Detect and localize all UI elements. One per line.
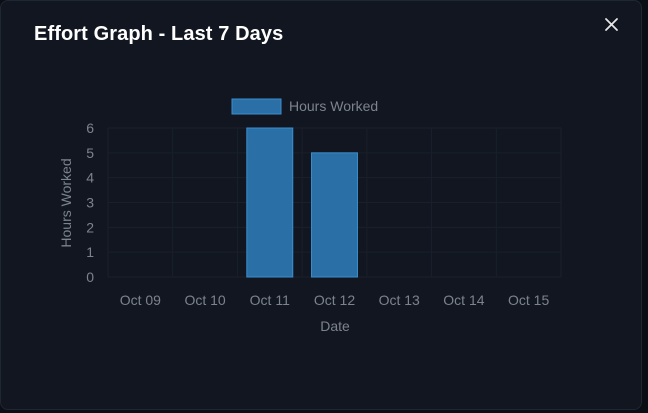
x-tick-label: Oct 11 (250, 292, 290, 308)
legend-label: Hours Worked (289, 98, 378, 114)
x-tick-label: Oct 13 (379, 292, 420, 308)
x-tick-label: Oct 12 (314, 292, 355, 308)
x-tick-label: Oct 10 (184, 292, 225, 308)
y-tick-label: 0 (86, 269, 94, 285)
x-axis-title: Date (320, 318, 350, 334)
bar[interactable] (311, 152, 358, 278)
x-tick-label: Oct 09 (120, 292, 161, 308)
x-tick-label: Oct 14 (443, 292, 484, 308)
effort-bar-chart: 0 1 2 3 4 5 6 Oct 09 Oct 10 Oct 11 Oct 12 Oct 13 Oct… (58, 98, 562, 334)
y-tick-label: 5 (86, 145, 94, 161)
y-axis-title: Hours Worked (58, 158, 74, 247)
y-tick-label: 6 (86, 120, 94, 136)
legend[interactable]: Hours Worked (231, 98, 378, 115)
close-icon (605, 18, 618, 31)
legend-swatch (231, 98, 282, 115)
modal-title: Effort Graph - Last 7 Days (34, 23, 284, 45)
bars (246, 127, 358, 278)
y-tick-label: 4 (86, 170, 94, 186)
tick-labels: 0 1 2 3 4 5 6 Oct 09 Oct 10 Oct 11 Oct 12 Oct 13 Oct… (86, 120, 549, 308)
bar[interactable] (246, 127, 294, 278)
y-tick-label: 1 (86, 244, 94, 260)
close-button[interactable] (599, 13, 623, 37)
x-tick-label: Oct 15 (508, 292, 549, 308)
y-tick-label: 2 (86, 219, 94, 235)
y-tick-label: 3 (86, 195, 94, 211)
